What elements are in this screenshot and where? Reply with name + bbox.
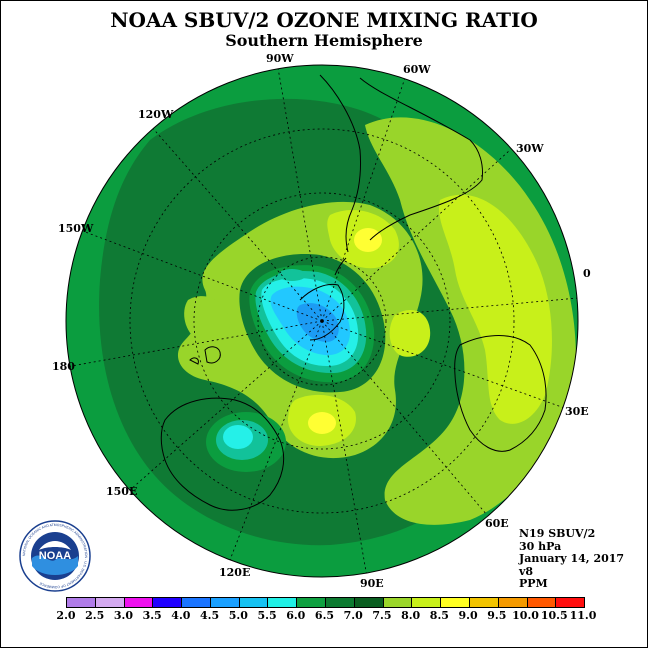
colorbar-segment [67,598,96,607]
colorbar-tick-label: 3.5 [142,609,162,622]
contour-8.5-south [308,412,336,434]
colorbar-tick-label: 11.0 [569,609,597,622]
lon-label-120e: 120E [219,566,250,579]
colorbar-segment [182,598,211,607]
colorbar-segment [326,598,355,607]
colorbar-segment [297,598,327,607]
lon-label-0: 0 [583,267,591,280]
colorbar-segment [383,598,413,607]
colorbar-segment [239,598,269,607]
contour-8.5-north [354,228,382,252]
ozone-field [66,65,578,577]
colorbar-segment [527,598,557,607]
longitude-labels: 90W 60W 30W 0 30E 60E 90E 120E 150E 180 … [52,52,591,590]
contour-6.0-north-spot [278,269,306,281]
info-version: v8 [519,564,534,578]
colorbar-segment [95,598,125,607]
colorbar-tick-label: 5.5 [257,609,277,622]
lon-label-60w: 60W [403,63,431,76]
colorbar-segment [268,598,298,607]
lon-label-30w: 30W [516,142,544,155]
colorbar-tick-label: 8.5 [429,609,449,622]
colorbar-tick-label: 5.0 [228,609,248,622]
lon-label-180: 180 [52,360,75,373]
lon-label-30e: 30E [565,405,589,418]
info-level: 30 hPa [519,539,562,553]
coastlines [160,74,547,511]
colorbar-segment [210,598,240,607]
colorbar-tick-label: 10.0 [512,609,539,622]
colorbar-tick-label: 10.5 [540,609,568,622]
colorbar-tick-label: 9.5 [487,609,507,622]
noaa-logo-text: NOAA [39,550,71,562]
colorbar-segment [441,598,470,607]
colorbar-segment [124,598,154,607]
south-america-coast [319,74,483,253]
colorbar-tick-label: 6.0 [286,609,306,622]
colorbar-tick-label: 4.5 [200,609,220,622]
lon-label-150e: 150E [106,485,137,498]
lon-label-90w: 90W [266,52,294,65]
contour-7.5-west [184,296,231,342]
colorbar-segment [469,598,499,607]
colorbar-tick-label: 3.0 [113,609,133,622]
colorbar-segment [498,598,528,607]
contour-8.0-east [438,194,552,424]
colorbar-segment [556,598,585,607]
colorbar-tick-label: 2.0 [56,609,76,622]
contour-4.5-vortex [296,303,339,342]
colorbar [66,597,585,608]
africa-coast [454,335,547,452]
graticule [66,67,578,577]
contour-5.5-secondary [223,425,253,449]
info-units: PPM [519,577,548,590]
colorbar-tick-label: 9.0 [458,609,478,622]
colorbar-segment [153,598,183,607]
info-satellite: N19 SBUV/2 [519,527,596,540]
colorbar-tick-label: 4.0 [171,609,191,622]
colorbar-tick-label: 6.5 [314,609,335,622]
colorbar-tick-label: 7.0 [343,609,363,622]
colorbar-tick-label: 8.0 [401,609,421,622]
map-subtitle: Southern Hemisphere [225,31,423,50]
lon-label-120w: 120W [138,108,174,121]
colorbar-tick-label: 2.5 [85,609,105,622]
noaa-logo: NOAA NATIONAL OCEANIC AND ATMOSPHERIC AD… [19,520,91,592]
contour-7.5-east [365,117,576,525]
lon-label-150w: 150W [58,222,94,235]
colorbar-segment [354,598,384,607]
map-boundary [65,64,579,578]
lon-label-60e: 60E [485,517,509,530]
map-title: NOAA SBUV/2 OZONE MIXING RATIO [110,8,538,32]
info-date: January 14, 2017 [519,552,625,565]
contour-8.0-east-blob [389,310,431,357]
australia-coast [160,397,285,511]
lon-label-90e: 90E [360,577,384,590]
colorbar-ticks: 2.0 2.5 3.0 3.5 4.0 4.5 5.0 5.5 6.0 6.5 7.0 7.5 8.0 8… [49,609,601,623]
info-block: N19 SBUV/2 30 hPa January 14, 2017 v8 PP… [519,527,625,591]
colorbar-segment [412,598,442,607]
colorbar-tick-label: 7.5 [372,609,392,622]
new-zealand-coast [189,346,221,365]
